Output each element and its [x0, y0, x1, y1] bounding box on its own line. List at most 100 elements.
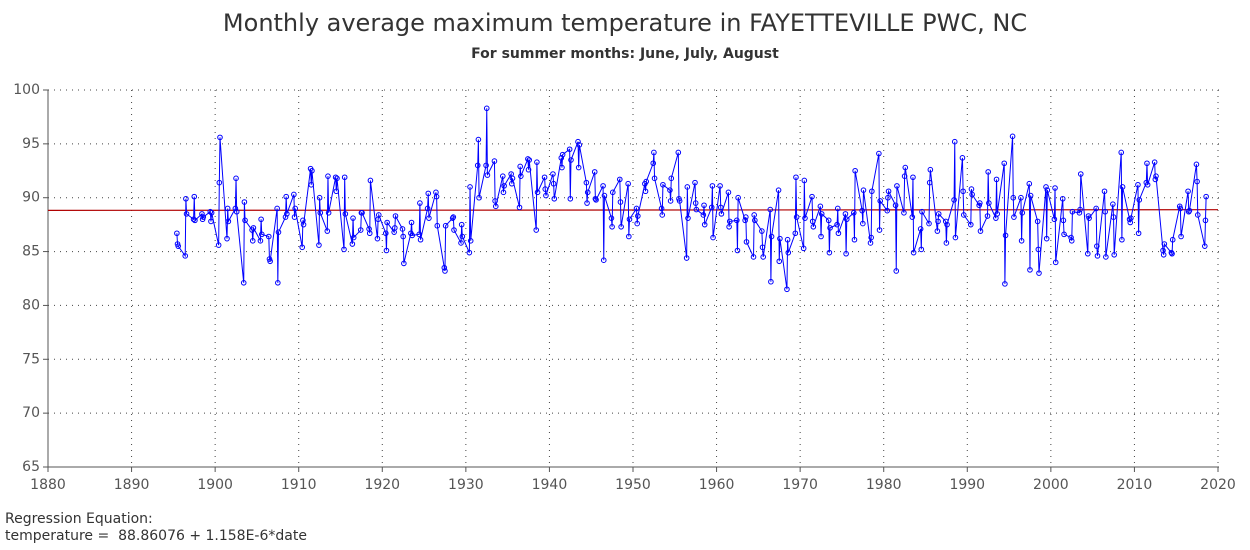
data-point [784, 236, 791, 243]
data-point [825, 217, 832, 224]
data-point [1027, 267, 1033, 273]
data-point [935, 211, 942, 217]
data-point [1002, 281, 1008, 287]
data-point [877, 198, 884, 204]
data-point [200, 214, 207, 220]
data-point [934, 228, 941, 234]
data-point [1144, 181, 1151, 188]
data-point [1103, 254, 1109, 260]
data-point [400, 233, 406, 240]
data-point [359, 209, 365, 216]
data-point [618, 223, 624, 230]
x-tick-label: 2000 [1033, 477, 1069, 493]
data-point [366, 230, 373, 237]
data-point [458, 221, 465, 228]
data-point [417, 200, 423, 206]
data-point [441, 264, 448, 271]
data-point [258, 216, 264, 223]
data-point [190, 216, 197, 223]
data-point [1186, 207, 1193, 214]
data-point [1019, 209, 1026, 216]
regression-label: Regression Equation: [5, 511, 153, 527]
data-point [374, 235, 381, 242]
data-point [417, 236, 424, 243]
data-point [684, 184, 691, 190]
data-point [392, 225, 398, 231]
data-point [401, 260, 407, 267]
data-point [634, 220, 640, 227]
data-point [1169, 236, 1176, 243]
data-point [1084, 250, 1091, 257]
data-point [969, 191, 975, 198]
y-tick-label: 65 [22, 459, 40, 475]
data-point [1009, 133, 1016, 140]
data-point [834, 205, 841, 212]
data-point [734, 247, 741, 254]
data-point [408, 219, 415, 226]
y-tick-label: 90 [22, 190, 40, 206]
data-point [192, 217, 198, 224]
data-point [809, 218, 816, 225]
data-point [274, 205, 280, 212]
data-point [1111, 252, 1118, 258]
x-tick-label: 1970 [782, 477, 818, 493]
data-point [291, 214, 298, 220]
data-point [1077, 206, 1083, 213]
data-point [725, 189, 732, 196]
data-point [325, 173, 331, 179]
data-point [709, 183, 716, 189]
data-point [651, 149, 657, 156]
data-point [651, 175, 658, 182]
data-point [541, 174, 548, 181]
regression-equation: temperature = 88.86076 + 1.158E-6*date [5, 528, 307, 544]
data-point [240, 280, 247, 286]
data-point [533, 227, 540, 233]
data-point [208, 209, 215, 216]
data-point [750, 254, 757, 260]
data-point [317, 209, 324, 216]
data-point [425, 190, 432, 197]
data-point [616, 176, 623, 183]
data-point [517, 163, 523, 170]
data-point [558, 155, 565, 161]
data-point [282, 214, 289, 220]
data-point [299, 244, 306, 251]
data-point [1151, 159, 1158, 165]
data-point [960, 212, 967, 218]
data-point [225, 218, 232, 225]
data-point [850, 209, 857, 216]
data-point [701, 221, 708, 228]
data-point [384, 219, 390, 226]
data-point [817, 203, 824, 210]
data-point [534, 159, 540, 165]
data-point [642, 188, 649, 195]
data-point [1110, 214, 1117, 220]
data-point [1011, 214, 1017, 220]
data-point [542, 186, 549, 192]
data-point [885, 188, 892, 195]
data-point [626, 233, 632, 240]
data-point [1043, 235, 1050, 242]
data-point [1051, 216, 1058, 223]
x-tick-label: 1900 [197, 477, 233, 493]
data-point [1059, 195, 1066, 202]
data-point [884, 207, 891, 214]
data-point [1110, 201, 1116, 207]
x-tick-label: 1950 [615, 477, 651, 493]
data-point [459, 233, 466, 240]
data-point [1018, 194, 1024, 201]
data-point [692, 200, 699, 206]
data-point [860, 220, 866, 227]
data-point [1068, 234, 1074, 241]
data-point [667, 198, 674, 204]
data-point [275, 280, 281, 286]
data-point [1102, 208, 1108, 215]
data-point [466, 249, 473, 256]
x-tick-label: 1990 [949, 477, 985, 493]
data-point [442, 222, 449, 229]
data-point [1185, 188, 1191, 195]
data-point [534, 189, 541, 196]
data-point [867, 240, 874, 246]
data-point [341, 174, 348, 181]
data-point [1034, 218, 1041, 225]
